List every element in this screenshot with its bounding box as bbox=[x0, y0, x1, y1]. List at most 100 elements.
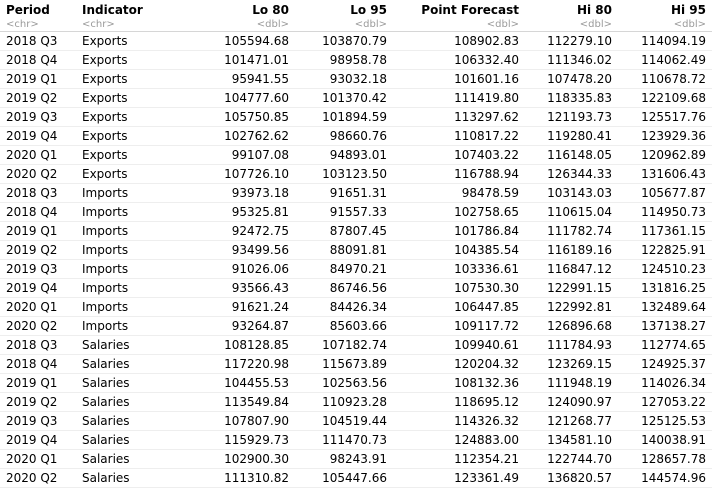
cell-hi-95: 120962.89 bbox=[618, 145, 712, 165]
cell-hi-95: 128657.78 bbox=[618, 449, 712, 469]
cell-hi-95: 112774.65 bbox=[618, 335, 712, 355]
table-row: 2019 Q4 Exports 102762.62 98660.76 110817.22… bbox=[0, 126, 712, 146]
cell-period: 2018 Q4 bbox=[0, 202, 76, 222]
cell-point-forecast: 110817.22 bbox=[393, 126, 525, 146]
cell-hi-95: 131816.25 bbox=[618, 278, 712, 298]
cell-point-forecast: 111419.80 bbox=[393, 88, 525, 108]
column-header-hi-80[interactable]: Hi 80 bbox=[576, 3, 612, 17]
cell-hi-80: 116148.05 bbox=[525, 145, 618, 165]
cell-hi-95: 117361.15 bbox=[618, 221, 712, 241]
cell-period: 2020 Q1 bbox=[0, 449, 76, 469]
table-row: 2020 Q1 Salaries 102900.30 98243.91 112354.2… bbox=[0, 449, 712, 469]
cell-hi-80: 103143.03 bbox=[525, 183, 618, 203]
cell-hi-95: 132489.64 bbox=[618, 297, 712, 317]
column-header-hi-95[interactable]: Hi 95 bbox=[670, 3, 706, 17]
table-row: 2019 Q1 Salaries 104455.53 102563.56 108132.… bbox=[0, 373, 712, 393]
cell-hi-80: 121268.77 bbox=[525, 411, 618, 431]
table-row: 2018 Q3 Imports 93973.18 91651.31 98478.59 10… bbox=[0, 183, 712, 203]
cell-indicator: Imports bbox=[76, 316, 180, 336]
cell-hi-80: 122991.15 bbox=[525, 278, 618, 298]
cell-hi-80: 112279.10 bbox=[525, 31, 618, 51]
cell-hi-80: 121193.73 bbox=[525, 107, 618, 127]
cell-lo-80: 92472.75 bbox=[180, 221, 295, 241]
cell-point-forecast: 98478.59 bbox=[393, 183, 525, 203]
cell-hi-80: 111948.19 bbox=[525, 373, 618, 393]
cell-hi-80: 116847.12 bbox=[525, 259, 618, 279]
cell-indicator: Salaries bbox=[76, 373, 180, 393]
cell-lo-80: 91621.24 bbox=[180, 297, 295, 317]
cell-hi-80: 122744.70 bbox=[525, 449, 618, 469]
cell-lo-80: 104455.53 bbox=[180, 373, 295, 393]
cell-hi-95: 124510.23 bbox=[618, 259, 712, 279]
cell-hi-80: 122992.81 bbox=[525, 297, 618, 317]
cell-indicator: Exports bbox=[76, 31, 180, 51]
table-row: 2019 Q2 Exports 104777.60 101370.42 111419.8… bbox=[0, 88, 712, 108]
cell-lo-80: 93973.18 bbox=[180, 183, 295, 203]
table-row: 2019 Q4 Imports 93566.43 86746.56 107530.30 1… bbox=[0, 278, 712, 298]
cell-period: 2019 Q3 bbox=[0, 107, 76, 127]
cell-lo-95: 87807.45 bbox=[295, 221, 393, 241]
cell-indicator: Imports bbox=[76, 202, 180, 222]
cell-lo-80: 99107.08 bbox=[180, 145, 295, 165]
cell-lo-95: 102563.56 bbox=[295, 373, 393, 393]
cell-lo-95: 91651.31 bbox=[295, 183, 393, 203]
cell-hi-95: 131606.43 bbox=[618, 164, 712, 184]
cell-period: 2020 Q1 bbox=[0, 145, 76, 165]
cell-period: 2020 Q1 bbox=[0, 297, 76, 317]
cell-lo-80: 108128.85 bbox=[180, 335, 295, 355]
table-row: 2020 Q1 Imports 91621.24 84426.34 106447.85 1… bbox=[0, 297, 712, 317]
cell-point-forecast: 112354.21 bbox=[393, 449, 525, 469]
cell-indicator: Salaries bbox=[76, 468, 180, 488]
cell-indicator: Salaries bbox=[76, 392, 180, 412]
cell-hi-95: 123929.36 bbox=[618, 126, 712, 146]
cell-point-forecast: 123361.49 bbox=[393, 468, 525, 488]
column-header-period[interactable]: Period bbox=[6, 3, 50, 17]
cell-period: 2019 Q1 bbox=[0, 69, 76, 89]
column-type-lo-95: <dbl> bbox=[295, 18, 393, 32]
cell-lo-80: 102762.62 bbox=[180, 126, 295, 146]
cell-hi-95: 114094.19 bbox=[618, 31, 712, 51]
cell-period: 2018 Q4 bbox=[0, 354, 76, 374]
cell-period: 2019 Q4 bbox=[0, 430, 76, 450]
table-row: 2018 Q3 Exports 105594.68 103870.79 108902.8… bbox=[0, 31, 712, 51]
cell-point-forecast: 107403.22 bbox=[393, 145, 525, 165]
cell-point-forecast: 108132.36 bbox=[393, 373, 525, 393]
column-header-lo-95[interactable]: Lo 95 bbox=[350, 3, 387, 17]
cell-period: 2018 Q3 bbox=[0, 335, 76, 355]
table-body: 2018 Q3 Exports 105594.68 103870.79 108902.8… bbox=[0, 31, 712, 488]
column-header-indicator[interactable]: Indicator bbox=[82, 3, 143, 17]
cell-lo-80: 113549.84 bbox=[180, 392, 295, 412]
cell-period: 2019 Q4 bbox=[0, 126, 76, 146]
cell-point-forecast: 118695.12 bbox=[393, 392, 525, 412]
cell-lo-80: 95941.55 bbox=[180, 69, 295, 89]
cell-period: 2019 Q1 bbox=[0, 373, 76, 393]
cell-hi-95: 127053.22 bbox=[618, 392, 712, 412]
column-type-indicator: <chr> bbox=[76, 18, 180, 32]
table-row: 2019 Q2 Salaries 113549.84 110923.28 118695.… bbox=[0, 392, 712, 412]
cell-period: 2019 Q4 bbox=[0, 278, 76, 298]
cell-period: 2018 Q4 bbox=[0, 50, 76, 70]
cell-indicator: Imports bbox=[76, 259, 180, 279]
cell-indicator: Exports bbox=[76, 50, 180, 70]
column-header-point-forecast[interactable]: Point Forecast bbox=[421, 3, 519, 17]
cell-point-forecast: 113297.62 bbox=[393, 107, 525, 127]
cell-hi-95: 110678.72 bbox=[618, 69, 712, 89]
table-row: 2018 Q4 Imports 95325.81 91557.33 102758.65 1… bbox=[0, 202, 712, 222]
cell-period: 2018 Q3 bbox=[0, 183, 76, 203]
cell-lo-80: 111310.82 bbox=[180, 468, 295, 488]
cell-lo-95: 104519.44 bbox=[295, 411, 393, 431]
cell-lo-80: 104777.60 bbox=[180, 88, 295, 108]
cell-period: 2019 Q3 bbox=[0, 411, 76, 431]
cell-hi-80: 111782.74 bbox=[525, 221, 618, 241]
cell-lo-95: 115673.89 bbox=[295, 354, 393, 374]
cell-lo-95: 105447.66 bbox=[295, 468, 393, 488]
column-header-lo-80[interactable]: Lo 80 bbox=[252, 3, 289, 17]
table-header: Period Indicator Lo 80 Lo 95 Point Forecast H… bbox=[0, 0, 712, 32]
cell-indicator: Exports bbox=[76, 88, 180, 108]
cell-lo-95: 85603.66 bbox=[295, 316, 393, 336]
cell-lo-80: 93499.56 bbox=[180, 240, 295, 260]
cell-lo-95: 101370.42 bbox=[295, 88, 393, 108]
cell-indicator: Salaries bbox=[76, 354, 180, 374]
cell-lo-80: 107726.10 bbox=[180, 164, 295, 184]
